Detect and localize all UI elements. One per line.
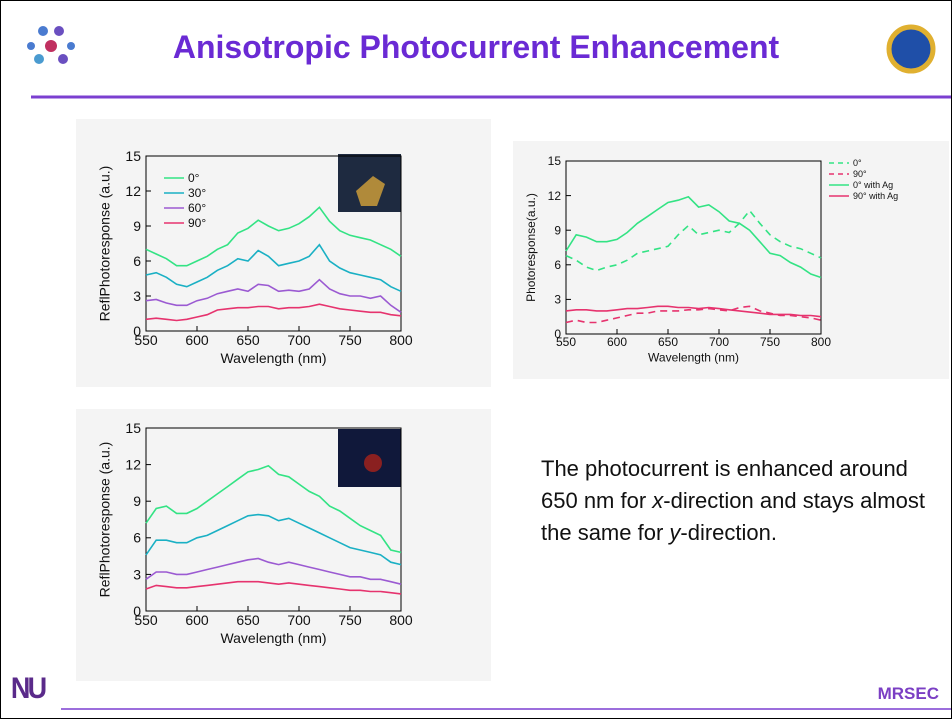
y-tick-label: 3 (133, 288, 141, 304)
x-tick-label: 800 (811, 335, 831, 349)
legend-label: 0° with Ag (853, 180, 893, 190)
legend-label: 90° (853, 169, 867, 179)
x-tick-label: 650 (658, 335, 678, 349)
slide-title: Anisotropic Photocurrent Enhancement (101, 29, 851, 66)
body-text-italic: y (669, 520, 680, 545)
legend-label: 30° (188, 186, 206, 200)
y-tick-label: 6 (554, 258, 561, 272)
x-tick-label: 650 (236, 332, 260, 348)
y-tick-label: 3 (133, 566, 141, 582)
y-tick-label: 12 (548, 189, 562, 203)
legend-label: 0° (853, 158, 862, 168)
body-text-italic: x (652, 488, 663, 513)
y-tick-label: 6 (133, 530, 141, 546)
x-tick-label: 600 (607, 335, 627, 349)
nu-logo: NU (11, 672, 45, 706)
slide: 55060065070075080003691215Wavelength (nm… (0, 0, 952, 719)
legend-label: 90° with Ag (853, 191, 898, 201)
x-tick-label: 750 (760, 335, 780, 349)
y-tick-label: 12 (125, 457, 141, 473)
y-tick-label: 0 (133, 323, 141, 339)
x-tick-label: 700 (287, 332, 311, 348)
x-tick-label: 700 (709, 335, 729, 349)
x-tick-label: 600 (185, 332, 209, 348)
y-tick-label: 12 (125, 183, 141, 199)
y-axis-label: ReflPhotoresponse (a.u.) (97, 442, 113, 598)
y-tick-label: 0 (133, 603, 141, 619)
x-tick-label: 700 (287, 612, 311, 628)
left-logo (27, 26, 75, 64)
x-tick-label: 800 (389, 332, 413, 348)
body-text-part: -direction. (680, 520, 777, 545)
body-text: The photocurrent is enhanced around 650 … (541, 453, 931, 549)
y-axis-label: ReflPhotoresponse (a.u.) (97, 166, 113, 322)
x-tick-label: 600 (185, 612, 209, 628)
x-axis-label: Wavelength (nm) (648, 351, 739, 365)
nsf-logo (889, 27, 933, 71)
y-tick-label: 15 (125, 148, 141, 164)
y-tick-label: 9 (554, 223, 561, 237)
legend-label: 60° (188, 201, 206, 215)
x-tick-label: 750 (338, 612, 362, 628)
y-tick-label: 3 (554, 293, 561, 307)
x-tick-label: 650 (236, 612, 260, 628)
y-tick-label: 15 (548, 154, 562, 168)
y-tick-label: 9 (133, 218, 141, 234)
y-tick-label: 6 (133, 253, 141, 269)
charts: 55060065070075080003691215Wavelength (nm… (1, 1, 951, 718)
x-tick-label: 750 (338, 332, 362, 348)
inset-flake (364, 454, 382, 472)
y-tick-label: 0 (554, 327, 561, 341)
legend-label: 0° (188, 171, 200, 185)
x-tick-label: 800 (389, 612, 413, 628)
y-tick-label: 15 (125, 420, 141, 436)
y-axis-label: Photoresponse(a.u.) (524, 193, 538, 302)
x-axis-label: Wavelength (nm) (220, 350, 326, 366)
y-tick-label: 9 (133, 493, 141, 509)
legend-label: 90° (188, 216, 206, 230)
panel (513, 141, 949, 379)
x-axis-label: Wavelength (nm) (220, 630, 326, 646)
footer-label: MRSEC (878, 684, 939, 704)
